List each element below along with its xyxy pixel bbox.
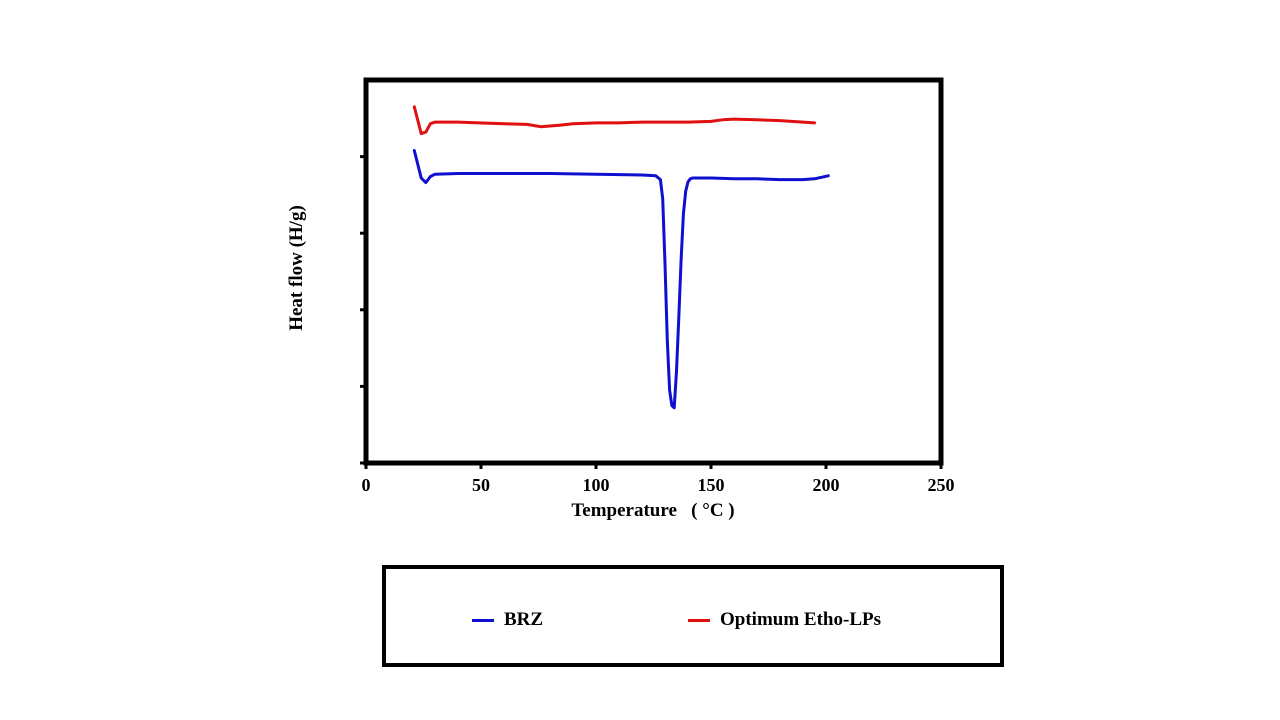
series-line-brz bbox=[412, 149, 830, 410]
x-axis-title: Temperature ( °C ) bbox=[571, 500, 734, 521]
legend-label-etho-lps: Optimum Etho-LPs bbox=[720, 609, 881, 630]
plot-frame bbox=[363, 77, 944, 466]
legend-item-etho-lps: Optimum Etho-LPs bbox=[688, 609, 881, 631]
x-tick-label: 250 bbox=[928, 475, 955, 495]
legend-swatch-brz bbox=[472, 618, 494, 622]
y-axis-ticks bbox=[360, 155, 366, 465]
dsc-chart: 0 50 100 150 200 250 Temperature ( °C ) Heat … bbox=[286, 77, 955, 521]
x-tick-label: 200 bbox=[813, 475, 840, 495]
legend-label-brz: BRZ bbox=[504, 609, 544, 630]
y-axis-title: Heat flow (H/g) bbox=[286, 205, 307, 331]
x-tick-label: 0 bbox=[362, 475, 371, 495]
x-tick-label: 50 bbox=[472, 475, 490, 495]
legend-item-brz: BRZ bbox=[472, 609, 543, 631]
legend-swatch-etho-lps bbox=[688, 618, 710, 622]
series-layer bbox=[412, 105, 830, 410]
legend: BRZ Optimum Etho-LPs bbox=[382, 565, 1004, 667]
x-tick-label: 100 bbox=[583, 475, 610, 495]
x-tick-label: 150 bbox=[698, 475, 725, 495]
x-axis-ticks: 0 50 100 150 200 250 bbox=[362, 463, 955, 495]
series-line-etho-lps bbox=[412, 105, 816, 136]
